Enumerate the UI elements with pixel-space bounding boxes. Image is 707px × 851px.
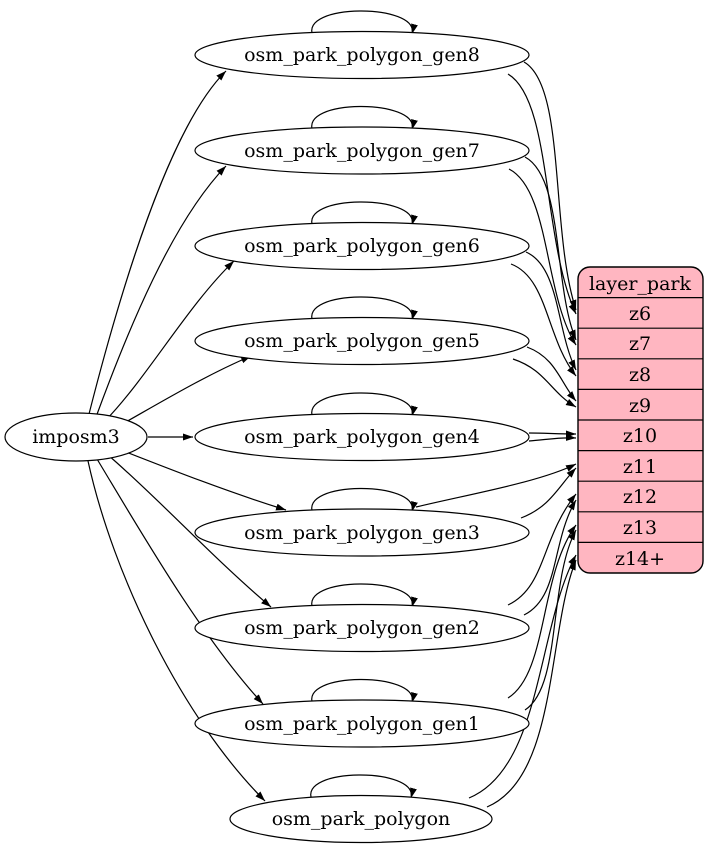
self-loop-gen5 bbox=[311, 296, 418, 323]
node-osm-park-polygon-gen7: osm_park_polygon_gen7 bbox=[194, 126, 530, 175]
node-gen3-shape bbox=[194, 508, 530, 557]
node-osm-park-polygon-gen6: osm_park_polygon_gen6 bbox=[194, 221, 530, 271]
self-loops bbox=[310, 10, 418, 801]
edge-gen7-to-z7-a bbox=[524, 156, 577, 341]
edge-imposm3-to-gen6 bbox=[104, 260, 235, 422]
row-z12: z12 bbox=[623, 486, 657, 508]
node-osm-park-polygon-gen5: osm_park_polygon_gen5 bbox=[194, 316, 530, 366]
edge-imposm3-to-gen8 bbox=[88, 70, 227, 415]
node-gen8-label: osm_park_polygon_gen8 bbox=[244, 44, 480, 66]
node-imposm3: imposm3 bbox=[4, 412, 148, 462]
row-z14plus: z14+ bbox=[615, 548, 665, 570]
edge-imposm3-to-polygon bbox=[87, 460, 266, 802]
row-z9: z9 bbox=[629, 395, 651, 417]
edge-gen7-to-z7-b bbox=[508, 168, 577, 346]
edge-gen4-to-z10-b bbox=[528, 433, 577, 442]
node-osm-park-polygon-gen8: osm_park_polygon_gen8 bbox=[194, 30, 530, 80]
edge-imposm3-to-gen7 bbox=[95, 165, 227, 418]
edge-polygon-to-z14-a bbox=[486, 559, 577, 808]
node-gen2-label: osm_park_polygon_gen2 bbox=[244, 617, 480, 639]
node-gen1-label: osm_park_polygon_gen1 bbox=[244, 713, 480, 735]
edge-gen3-to-z11-b bbox=[415, 463, 577, 508]
node-gen4-label: osm_park_polygon_gen4 bbox=[244, 426, 480, 448]
edge-gen8-to-z6-a bbox=[523, 61, 577, 311]
edge-gen1-to-z13-a bbox=[524, 529, 577, 711]
node-gen7-label: osm_park_polygon_gen7 bbox=[244, 140, 480, 162]
node-osm-park-polygon-gen3: osm_park_polygon_gen3 bbox=[194, 508, 530, 557]
node-gen2-shape bbox=[194, 603, 530, 653]
self-loop-gen3 bbox=[311, 487, 418, 514]
node-gen8-shape bbox=[194, 30, 530, 80]
row-z6: z6 bbox=[629, 303, 651, 325]
node-imposm3-shape bbox=[4, 412, 148, 462]
edge-gen2-to-z12-b bbox=[507, 493, 577, 606]
edge-gen1-to-z13-b bbox=[507, 524, 577, 699]
row-z11: z11 bbox=[623, 456, 657, 478]
self-loop-gen6 bbox=[311, 201, 418, 228]
edge-polygon-to-z14-b bbox=[468, 554, 577, 799]
edges-imposm3 bbox=[87, 70, 287, 802]
edge-gen2-to-z12-a bbox=[523, 499, 577, 616]
node-gen4-shape bbox=[194, 412, 530, 462]
layer-park-title: layer_park bbox=[589, 273, 692, 295]
edge-gen4-to-z10-a bbox=[528, 430, 577, 438]
node-osm-park-polygon-gen4: osm_park_polygon_gen4 bbox=[194, 412, 530, 462]
node-gen6-shape bbox=[194, 221, 530, 271]
edges-to-layer bbox=[415, 61, 577, 808]
row-z8: z8 bbox=[629, 364, 651, 386]
row-z13: z13 bbox=[623, 517, 657, 539]
row-z10: z10 bbox=[623, 425, 657, 447]
edge-imposm3-to-gen1 bbox=[96, 458, 264, 705]
node-gen5-label: osm_park_polygon_gen5 bbox=[244, 330, 480, 352]
node-polygon-shape bbox=[229, 794, 493, 844]
self-loop-gen1 bbox=[311, 678, 418, 705]
node-osm-park-polygon: osm_park_polygon bbox=[229, 794, 493, 844]
self-loop-gen7 bbox=[311, 105, 418, 132]
node-gen3-label: osm_park_polygon_gen3 bbox=[244, 522, 480, 544]
edge-gen5-to-z9-b bbox=[512, 358, 577, 408]
node-polygon-label: osm_park_polygon bbox=[272, 808, 451, 830]
layer-park-table: layer_park z6 z7 z8 z9 z10 z11 z12 z13 z… bbox=[577, 266, 704, 574]
edge-gen6-to-z8-b bbox=[510, 263, 577, 377]
edge-gen3-to-z11-a bbox=[520, 467, 577, 519]
edge-imposm3-to-gen2 bbox=[107, 454, 272, 608]
self-loop-gen8 bbox=[311, 10, 418, 37]
self-loop-gen2 bbox=[311, 583, 418, 610]
edge-imposm3-to-gen3 bbox=[120, 449, 287, 511]
self-loop-gen4 bbox=[311, 392, 418, 419]
node-gen7-shape bbox=[194, 126, 530, 175]
node-gen5-shape bbox=[194, 316, 530, 366]
edge-gen8-to-z6-b bbox=[507, 73, 577, 315]
edge-gen6-to-z8-a bbox=[525, 251, 577, 371]
edge-imposm3-to-gen5 bbox=[116, 355, 252, 428]
self-loop-polygon bbox=[310, 774, 417, 801]
node-osm-park-polygon-gen1: osm_park_polygon_gen1 bbox=[194, 699, 530, 748]
node-imposm3-label: imposm3 bbox=[32, 426, 120, 448]
edge-gen5-to-z9-a bbox=[526, 346, 577, 402]
node-osm-park-polygon-gen2: osm_park_polygon_gen2 bbox=[194, 603, 530, 653]
node-gen6-label: osm_park_polygon_gen6 bbox=[244, 235, 480, 257]
node-gen1-shape bbox=[194, 699, 530, 748]
row-z7: z7 bbox=[629, 333, 651, 355]
